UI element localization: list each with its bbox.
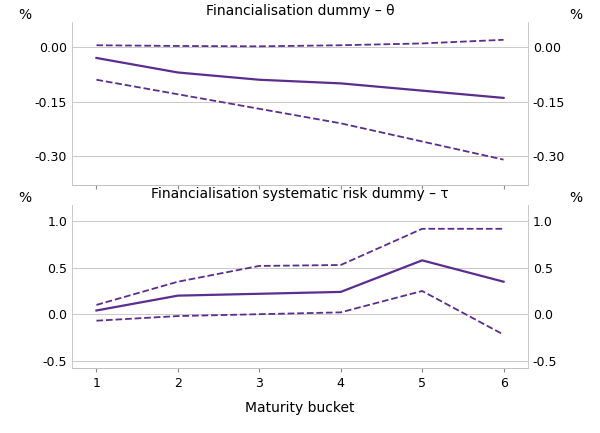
X-axis label: Maturity bucket: Maturity bucket <box>245 401 355 415</box>
Title: Financialisation systematic risk dummy – τ: Financialisation systematic risk dummy –… <box>151 187 449 201</box>
Y-axis label: %: % <box>18 8 31 22</box>
Title: Financialisation dummy – θ: Financialisation dummy – θ <box>206 4 394 18</box>
Y-axis label: %: % <box>18 191 31 205</box>
Y-axis label: %: % <box>569 8 582 22</box>
Y-axis label: %: % <box>569 191 582 205</box>
